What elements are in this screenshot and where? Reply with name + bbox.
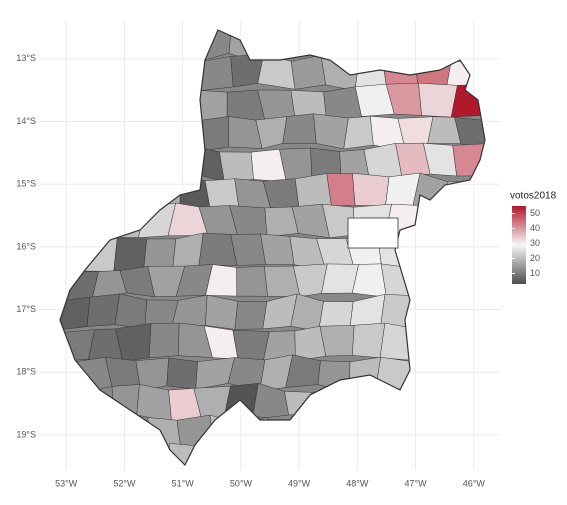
y-tick-label: 18°S (16, 367, 36, 377)
municipalities (60, 30, 485, 465)
x-tick-label: 46°W (463, 478, 486, 488)
municipality (172, 232, 204, 271)
municipality (380, 263, 416, 298)
y-tick-label: 13°S (16, 53, 36, 63)
x-tick-label: 47°W (405, 478, 428, 488)
x-tick-label: 52°W (113, 478, 136, 488)
municipality (352, 172, 390, 206)
municipality (230, 233, 266, 266)
municipality (219, 151, 254, 183)
federal-district (347, 217, 399, 249)
municipality (195, 56, 234, 91)
municipality (379, 322, 413, 361)
municipality (450, 83, 485, 118)
municipality (234, 301, 268, 330)
x-tick-label: 53°W (55, 478, 78, 488)
municipality (168, 442, 203, 465)
x-tick-label: 48°W (346, 478, 369, 488)
x-tick-label: 51°W (172, 478, 195, 488)
x-tick-label: 49°W (288, 478, 311, 488)
municipality (83, 238, 118, 272)
y-tick-label: 16°S (16, 241, 36, 251)
x-tick-label: 50°W (230, 478, 253, 488)
colorbar (512, 206, 526, 284)
y-tick-label: 17°S (16, 304, 36, 314)
municipality (86, 293, 120, 327)
municipality (136, 384, 172, 423)
municipality (311, 387, 346, 420)
colorbar-label: 30 (530, 238, 540, 248)
municipality (313, 113, 349, 150)
colorbar-label: 10 (530, 268, 540, 278)
municipality (290, 54, 327, 90)
state-outline (59, 29, 486, 467)
municipality (348, 356, 382, 393)
legend-title: votos2018 (510, 191, 557, 202)
municipality (143, 238, 177, 271)
colorbar-label: 20 (530, 253, 540, 263)
y-tick-label: 15°S (16, 179, 36, 189)
municipality (343, 115, 374, 150)
municipality (148, 174, 181, 206)
municipality (148, 322, 180, 359)
municipality (452, 143, 485, 177)
municipality (418, 82, 458, 118)
municipality (113, 238, 147, 272)
municipality (236, 266, 268, 297)
municipality (60, 296, 91, 331)
municipality (260, 233, 295, 265)
municipality (326, 172, 356, 207)
municipality (319, 324, 355, 357)
municipality (282, 113, 317, 144)
colorbar-label: 50 (530, 208, 540, 218)
municipality (352, 322, 386, 359)
municipality (166, 357, 198, 390)
municipality (205, 294, 239, 330)
y-tick-label: 19°S (16, 429, 36, 439)
y-tick-label: 14°S (16, 116, 36, 126)
colorbar-label: 40 (530, 223, 540, 233)
legend: 10 20 30 40 50 (512, 206, 540, 284)
municipality (352, 263, 387, 298)
municipality (114, 293, 148, 330)
